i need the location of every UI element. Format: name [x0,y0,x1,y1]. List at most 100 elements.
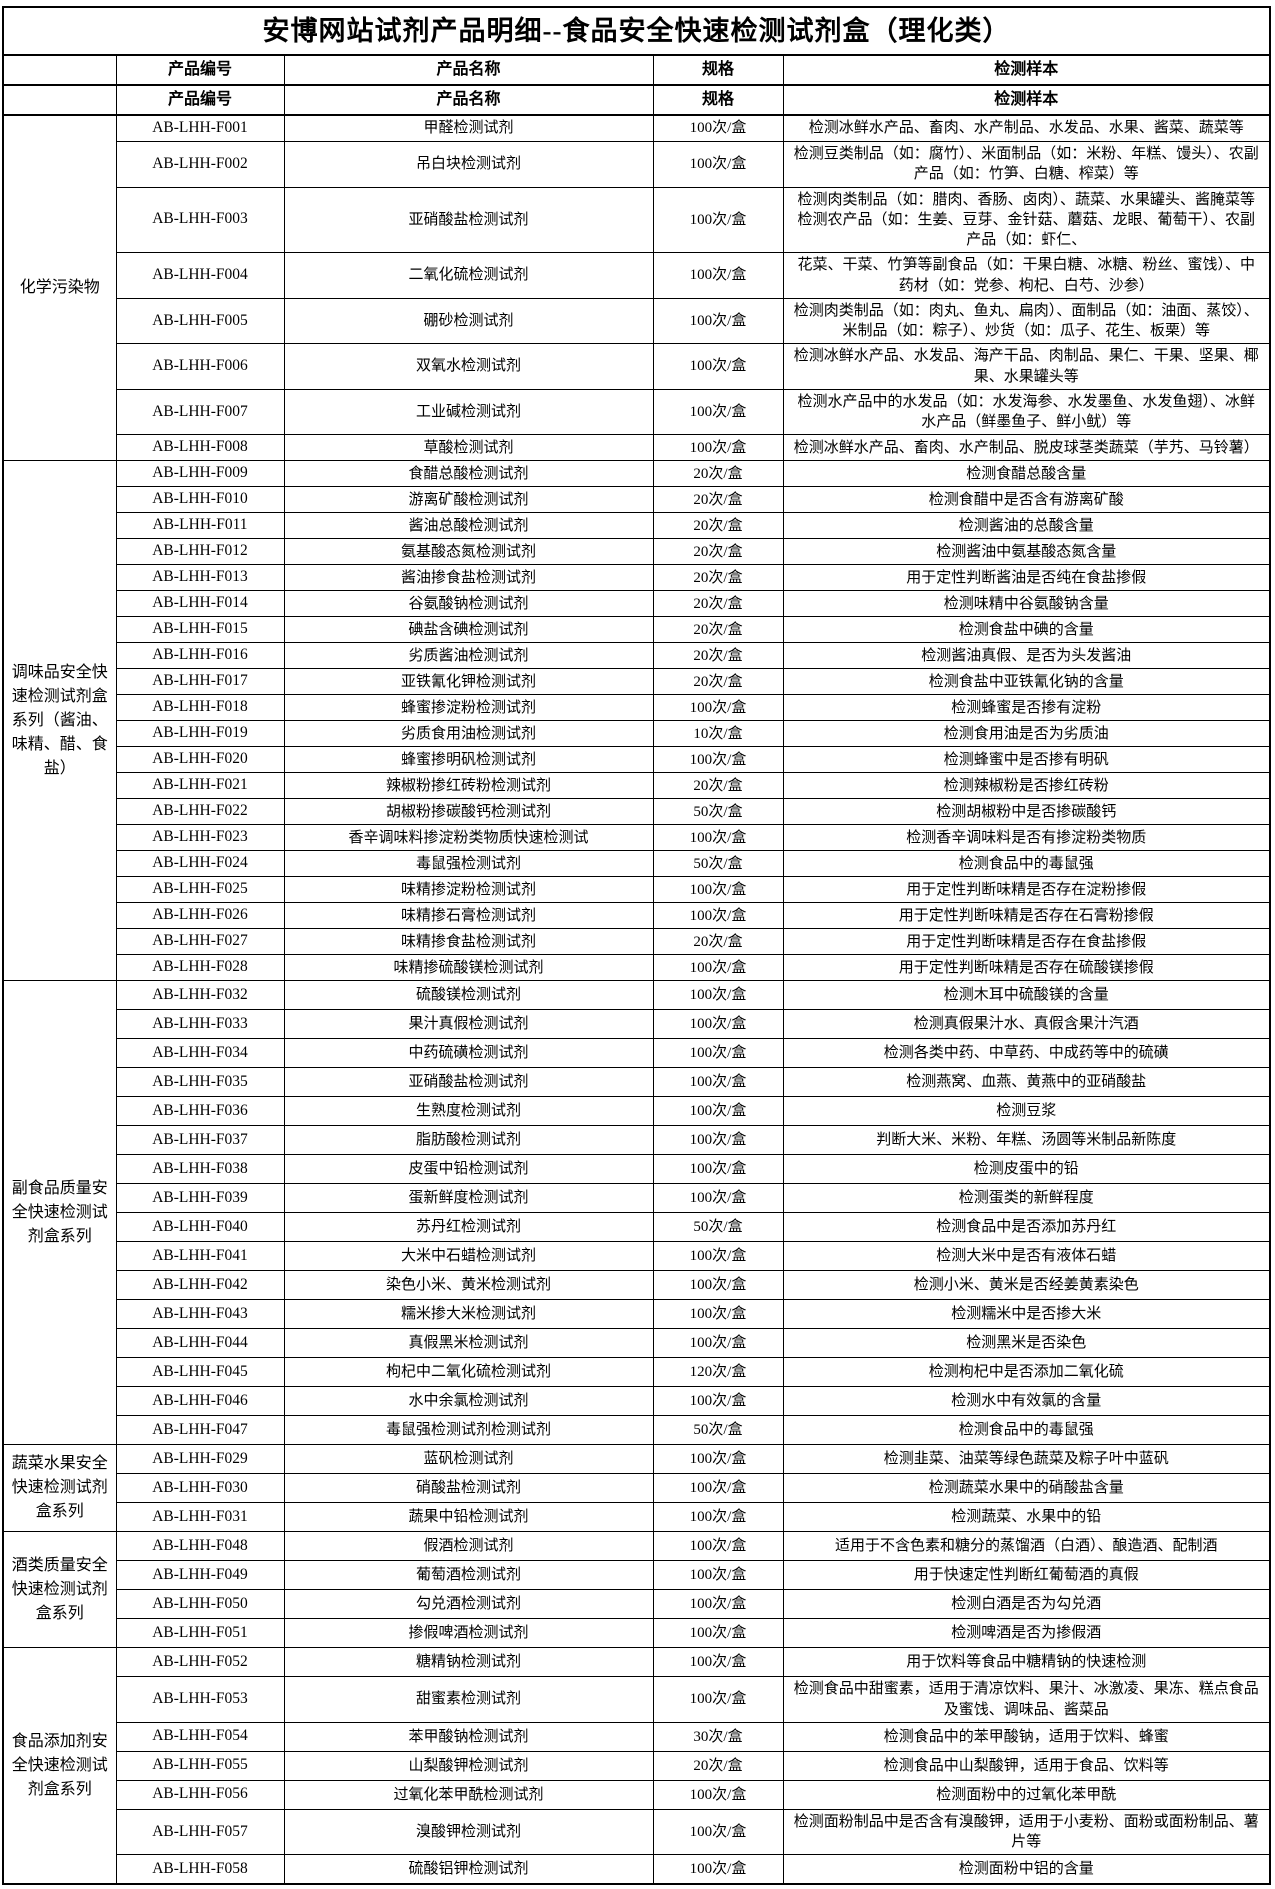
product-code-cell: AB-LHH-F035 [115,1067,285,1098]
spec-cell: 100次/盒 [652,186,784,254]
product-code-cell: AB-LHH-F005 [115,297,285,345]
product-code-cell: AB-LHH-F034 [115,1038,285,1069]
sample-cell: 检测面粉中铝的含量 [782,1854,1271,1885]
product-name-cell: 亚硝酸盐检测试剂 [283,186,654,254]
product-name-cell: 蜂蜜掺淀粉检测试剂 [283,694,654,722]
table-row: AB-LHH-F010 游离矿酸检测试剂 20次/盒 检测食醋中是否含有游离矿酸 [3,486,1271,514]
product-code-cell: AB-LHH-F020 [115,746,285,774]
column-header-code: 产品编号 [115,54,285,86]
spec-cell: 100次/盒 [652,1676,784,1723]
sample-cell: 判断大米、米粉、年糕、汤圆等米制品新陈度 [782,1125,1271,1156]
product-name-cell: 染色小米、黄米检测试剂 [283,1270,654,1301]
product-name-cell: 蛋新鲜度检测试剂 [283,1183,654,1214]
table-row: AB-LHH-F039 蛋新鲜度检测试剂 100次/盒 检测蛋类的新鲜程度 [3,1183,1271,1214]
product-name-cell: 硫酸铝钾检测试剂 [283,1854,654,1885]
product-code-cell: AB-LHH-F046 [115,1386,285,1417]
product-name-cell: 工业碱检测试剂 [283,388,654,436]
table-row: AB-LHH-F040 苏丹红检测试剂 50次/盒 检测食品中是否添加苏丹红 [3,1212,1271,1243]
table-row: AB-LHH-F012 氨基酸态氮检测试剂 20次/盒 检测酱油中氨基酸态氮含量 [3,538,1271,566]
sample-cell: 检测真假果汁水、真假含果汁汽酒 [782,1009,1271,1040]
sample-cell: 检测辣椒粉是否掺红砖粉 [782,772,1271,800]
sample-cell: 检测面粉中的过氧化苯甲酰 [782,1779,1271,1810]
product-name-cell: 酱油总酸检测试剂 [283,512,654,540]
sample-cell: 检测豆类制品（如：腐竹）、米面制品（如：米粉、年糕、馒头）、农副产品（如：竹笋、… [782,141,1271,188]
product-code-cell: AB-LHH-F006 [115,343,285,390]
product-name-cell: 谷氨酸钠检测试剂 [283,590,654,618]
category-group: 食品添加剂安全快速检测试剂盒系列 AB-LHH-F052 糖精钠检测试剂 100次/盒… [2,1647,1271,1885]
product-code-cell: AB-LHH-F051 [115,1618,285,1649]
product-name-cell: 毒鼠强检测试剂检测试剂 [283,1415,654,1446]
product-code-cell: AB-LHH-F031 [115,1502,285,1533]
category-group: 酒类质量安全快速检测试剂盒系列 AB-LHH-F048 假酒检测试剂 100次/盒 适用… [2,1531,1271,1649]
product-name-cell: 草酸检测试剂 [283,434,654,462]
product-name-cell: 蜂蜜掺明矾检测试剂 [283,746,654,774]
spec-cell: 100次/盒 [652,694,784,722]
product-name-cell: 亚硝酸盐检测试剂 [283,1067,654,1098]
product-name-cell: 味精掺食盐检测试剂 [283,928,654,956]
page-title: 安博网站试剂产品明细--食品安全快速检测试剂盒（理化类） [2,6,1271,56]
spec-cell: 100次/盒 [652,1473,784,1504]
product-name-cell: 勾兑酒检测试剂 [283,1589,654,1620]
product-name-cell: 蓝矾检测试剂 [283,1444,654,1475]
column-header-code: 产品编号 [115,84,285,116]
product-name-cell: 真假黑米检测试剂 [283,1328,654,1359]
product-code-cell: AB-LHH-F044 [115,1328,285,1359]
spec-cell: 100次/盒 [652,1241,784,1272]
table-row: AB-LHH-F017 亚铁氰化钾检测试剂 20次/盒 检测食盐中亚铁氰化钠的含量 [3,668,1271,696]
sample-cell: 检测香辛调味料是否有掺淀粉类物质 [782,824,1271,852]
sample-cell: 检测肉类制品（如：腊肉、香肠、卤肉）、蔬菜、水果罐头、酱腌菜等检测农产品（如：生… [782,186,1271,254]
table-row: AB-LHH-F003 亚硝酸盐检测试剂 100次/盒 检测肉类制品（如：腊肉、香肠、… [3,186,1271,254]
product-name-cell: 甜蜜素检测试剂 [283,1676,654,1723]
product-code-cell: AB-LHH-F010 [115,486,285,514]
sample-cell: 检测肉类制品（如：肉丸、鱼丸、扁肉）、面制品（如：油面、蒸饺）、米制品（如：粽子… [782,297,1271,345]
column-header-row: 产品编号 产品名称 规格 检测样本 [2,54,1271,86]
table-row: AB-LHH-F018 蜂蜜掺淀粉检测试剂 100次/盒 检测蜂蜜是否掺有淀粉 [3,694,1271,722]
sample-cell: 用于定性判断味精是否存在硫酸镁掺假 [782,954,1271,982]
sample-cell: 检测食品中甜蜜素，适用于清凉饮料、果汁、冰激凌、果冻、糕点食品及蜜饯、调味品、酱… [782,1676,1271,1723]
spec-cell: 20次/盒 [652,642,784,670]
table-row: AB-LHH-F047 毒鼠强检测试剂检测试剂 50次/盒 检测食品中的毒鼠强 [3,1415,1271,1446]
table-row: AB-LHH-F043 糯米掺大米检测试剂 100次/盒 检测糯米中是否掺大米 [3,1299,1271,1330]
sample-cell: 检测酱油的总酸含量 [782,512,1271,540]
sample-cell: 用于定性判断味精是否存在食盐掺假 [782,928,1271,956]
sample-cell: 检测蔬菜水果中的硝酸盐含量 [782,1473,1271,1504]
spec-cell: 100次/盒 [652,1067,784,1098]
product-code-cell: AB-LHH-F054 [115,1721,285,1752]
product-code-cell: AB-LHH-F007 [115,388,285,436]
spec-cell: 10次/盒 [652,720,784,748]
table-row: AB-LHH-F028 味精掺硫酸镁检测试剂 100次/盒 用于定性判断味精是否存在硫… [3,954,1271,982]
spec-cell: 20次/盒 [652,486,784,514]
product-name-cell: 二氧化硫检测试剂 [283,252,654,299]
product-name-cell: 碘盐含碘检测试剂 [283,616,654,644]
sample-cell: 检测食品中山梨酸钾，适用于食品、饮料等 [782,1750,1271,1781]
spec-cell: 120次/盒 [652,1357,784,1388]
product-name-cell: 过氧化苯甲酰检测试剂 [283,1779,654,1810]
product-code-cell: AB-LHH-F039 [115,1183,285,1214]
product-code-cell: AB-LHH-F022 [115,798,285,826]
product-name-cell: 亚铁氰化钾检测试剂 [283,668,654,696]
product-code-cell: AB-LHH-F026 [115,902,285,930]
spec-cell: 100次/盒 [652,1299,784,1330]
product-name-cell: 苏丹红检测试剂 [283,1212,654,1243]
product-code-cell: AB-LHH-F001 [115,114,285,142]
sample-cell: 花菜、干菜、竹笋等副食品（如：干果白糖、冰糖、粉丝、蜜饯）、中药材（如：党参、枸… [782,252,1271,299]
spec-cell: 100次/盒 [652,876,784,904]
category-cell: 化学污染物 [2,114,117,462]
sample-cell: 检测酱油真假、是否为头发酱油 [782,642,1271,670]
product-name-cell: 双氧水检测试剂 [283,343,654,390]
product-name-cell: 蔬果中铅检测试剂 [283,1502,654,1533]
product-name-cell: 胡椒粉掺碳酸钙检测试剂 [283,798,654,826]
product-code-cell: AB-LHH-F056 [115,1779,285,1810]
product-code-cell: AB-LHH-F053 [115,1676,285,1723]
spec-cell: 100次/盒 [652,1647,784,1678]
category-cell-empty [2,54,117,86]
table-row: AB-LHH-F046 水中余氯检测试剂 100次/盒 检测水中有效氯的含量 [3,1386,1271,1417]
product-table: 安博网站试剂产品明细--食品安全快速检测试剂盒（理化类） 产品编号 产品名称 规格检… [2,6,1272,1886]
product-name-cell: 糯米掺大米检测试剂 [283,1299,654,1330]
spec-cell: 30次/盒 [652,1721,784,1752]
table-row: AB-LHH-F053 甜蜜素检测试剂 100次/盒 检测食品中甜蜜素，适用于清凉饮料… [3,1676,1271,1723]
product-code-cell: AB-LHH-F002 [115,141,285,188]
sample-cell: 检测水产品中的水发品（如：水发海参、水发墨鱼、水发鱼翅）、冰鲜水产品（鲜墨鱼子、… [782,388,1271,436]
spec-cell: 100次/盒 [652,824,784,852]
